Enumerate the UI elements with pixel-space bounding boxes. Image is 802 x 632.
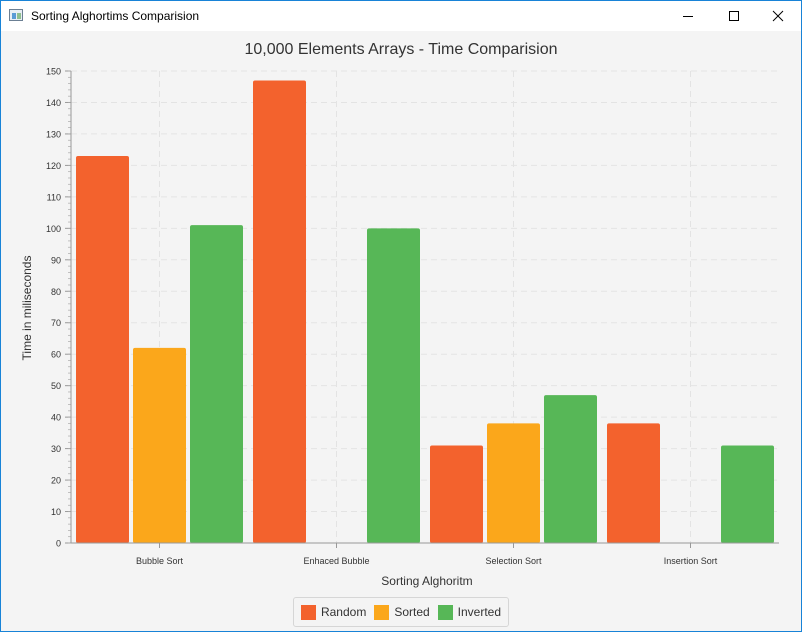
bar-random [607,423,660,543]
legend-item-random: Random [300,604,367,620]
close-icon [772,10,784,22]
y-tick-label: 20 [51,476,61,486]
bar-random [430,445,483,543]
bar-sorted [133,347,186,543]
bar-inverted [544,395,597,543]
y-tick-label: 140 [46,98,61,108]
y-tick-label: 90 [51,255,61,265]
bar-inverted [190,225,243,544]
y-tick-label: 80 [51,287,61,297]
y-tick-label: 30 [51,444,61,454]
x-tick-label: Insertion Sort [664,556,718,566]
y-tick-label: 60 [51,350,61,360]
chart-bars [76,80,774,544]
title-bar[interactable]: Sorting Alghortims Comparision [1,1,801,31]
y-tick-label: 0 [56,539,61,549]
maximize-icon [729,11,739,21]
maximize-button[interactable] [711,1,757,31]
y-tick-label: 10 [51,507,61,517]
bar-inverted [721,445,774,543]
y-axis-label: Time in miliseconds [20,256,34,361]
x-axis: Bubble Sort Enhaced Bubble Selection Sort I… [71,542,779,566]
legend-swatch [374,604,390,620]
chart-legend: Random Sorted Inverted [293,597,509,627]
legend-swatch [300,604,316,620]
legend-label: Random [320,605,367,619]
x-tick-label: Selection Sort [485,556,542,566]
y-axis: 0 10 20 30 40 50 60 70 80 90 100 110 120 130 140 150 [46,67,72,549]
x-tick-label: Bubble Sort [136,556,184,566]
minimize-icon [683,16,693,17]
window-title: Sorting Alghortims Comparision [31,9,200,23]
close-button[interactable] [755,1,801,31]
y-tick-label: 100 [46,224,61,234]
x-tick-label: Enhaced Bubble [303,556,369,566]
legend-item-inverted: Inverted [437,604,502,620]
bar-sorted [487,423,540,543]
legend-swatch [437,604,453,620]
y-tick-label: 110 [47,192,61,202]
y-tick-label: 120 [46,161,61,171]
y-tick-label: 130 [46,129,61,139]
bar-random [76,155,129,543]
x-axis-label: Sorting Alghoritm [381,574,472,588]
bar-inverted [367,228,420,544]
y-tick-label: 40 [51,413,61,423]
y-tick-label: 150 [46,67,61,77]
bar-random [253,80,306,543]
y-tick-label: 50 [51,381,61,391]
bar-chart: 10,000 Elements Arrays - Time Comparisio… [20,41,779,588]
chart-title: 10,000 Elements Arrays - Time Comparisio… [244,41,557,58]
app-window-icon [9,9,23,21]
minimize-button[interactable] [665,1,711,31]
legend-label: Sorted [394,605,430,619]
legend-item-sorted: Sorted [374,604,430,620]
legend-label: Inverted [457,605,502,619]
y-tick-label: 70 [51,318,61,328]
